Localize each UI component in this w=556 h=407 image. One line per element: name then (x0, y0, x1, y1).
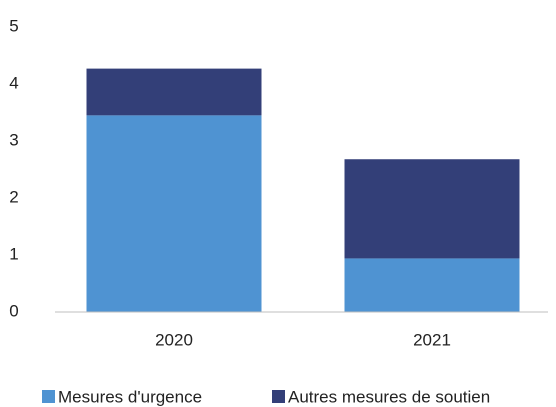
legend-swatch (272, 390, 285, 403)
bar-segment (86, 115, 262, 312)
y-tick-label: 4 (9, 73, 18, 92)
y-tick-label: 3 (9, 130, 18, 149)
y-tick-label: 1 (9, 244, 18, 263)
legend-label: Autres mesures de soutien (288, 387, 490, 406)
x-tick-label: 2021 (413, 330, 451, 349)
y-tick-label: 5 (9, 16, 18, 35)
bar-segment (344, 258, 520, 312)
legend-label: Mesures d'urgence (58, 387, 202, 406)
bar-segment (344, 159, 520, 259)
x-tick-label: 2020 (155, 330, 193, 349)
legend-swatch (42, 390, 55, 403)
y-tick-label: 2 (9, 187, 18, 206)
bar-segment (86, 68, 262, 116)
y-tick-label: 0 (9, 301, 18, 320)
